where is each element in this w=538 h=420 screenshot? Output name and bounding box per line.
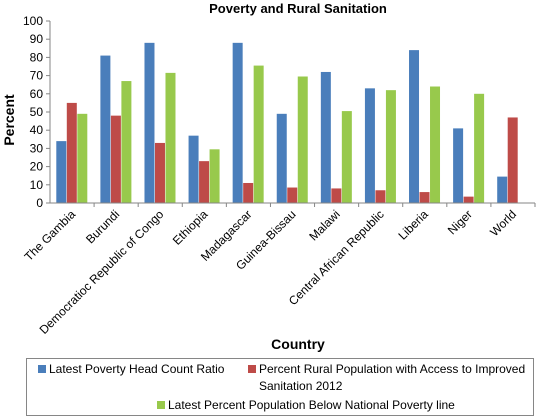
bar-series-3-guinea-bissau [297, 76, 308, 203]
y-tick-label: 80 [30, 50, 44, 64]
bar-series-1-world [497, 176, 508, 203]
y-tick-labels: 0 10 20 30 40 50 60 70 80 90 100 [23, 14, 43, 210]
y-tick-label: 90 [30, 32, 44, 46]
bar-series-3-madagascar [253, 65, 264, 203]
bar-series-3-malawi [341, 111, 352, 203]
bar-series-3-liberia [430, 86, 441, 203]
bar-series-1-ethiopia [188, 135, 199, 203]
legend-swatch-series-2 [248, 365, 256, 373]
bar-series-1-democratioc-republic-of-congo [144, 42, 155, 204]
bar-series-2-the-gambia [66, 102, 77, 203]
bar-series-1-liberia [409, 50, 420, 204]
x-tick-label: Malawi [306, 207, 342, 243]
x-axis-label: Country [271, 336, 325, 352]
bar-series-3-democratioc-republic-of-congo [165, 72, 176, 204]
bar-series-2-madagascar [243, 182, 254, 203]
bar-series-1-niger [453, 128, 464, 203]
bar-series-2-malawi [331, 188, 342, 203]
bar-series-2-democratioc-republic-of-congo [154, 142, 165, 203]
legend-swatch-series-1 [38, 365, 46, 373]
y-tick-label: 60 [30, 87, 44, 101]
y-tick-label: 100 [23, 14, 43, 28]
y-tick-label: 50 [30, 105, 44, 119]
x-tick-label: Ethiopia [170, 207, 211, 248]
x-tick-label: World [487, 207, 519, 239]
y-tick-label: 0 [36, 196, 43, 210]
bar-series-2-guinea-bissau [287, 187, 298, 203]
y-tick-label: 70 [30, 69, 44, 83]
y-tick-label: 10 [30, 178, 44, 192]
x-tick-label: Burundi [83, 207, 122, 246]
y-tick-label: 40 [30, 123, 44, 137]
bar-series-1-burundi [100, 55, 111, 203]
x-tick-label: The Gambia [22, 207, 79, 264]
legend-label-series-2-line-1: Percent Rural Population with Access to … [259, 362, 526, 376]
y-axis-label: Percent [1, 94, 17, 146]
x-tick-label: Liberia [396, 207, 432, 243]
bar-series-1-the-gambia [56, 141, 67, 203]
axis-layer [46, 20, 536, 207]
y-tick-label: 20 [30, 160, 44, 174]
bar-series-2-ethiopia [199, 161, 210, 203]
bar-series-1-malawi [320, 71, 331, 204]
chart-title: Poverty and Rural Sanitation [209, 1, 387, 16]
x-tick-label: Niger [445, 207, 475, 237]
bar-series-2-liberia [419, 192, 430, 203]
y-tick-label: 30 [30, 141, 44, 155]
legend-label-series-3: Latest Percent Population Below National… [168, 398, 455, 412]
bar-series-3-burundi [121, 81, 132, 203]
bar-series-3-central-african-republic [385, 90, 396, 203]
bar-series-3-the-gambia [77, 113, 88, 203]
legend-label-series-1: Latest Poverty Head Count Ratio [49, 362, 225, 376]
bar-series-3-ethiopia [209, 149, 220, 203]
legend: Latest Poverty Head Count Ratio Percent … [26, 358, 534, 416]
bar-series-2-world [507, 117, 518, 203]
bar-series-1-guinea-bissau [276, 113, 287, 203]
bar-series-2-burundi [110, 115, 121, 203]
bar-series-3-niger [474, 93, 485, 203]
bar-series-1-central-african-republic [364, 88, 375, 203]
legend-label-series-2-line-2: Sanitation 2012 [259, 379, 343, 393]
bar-series-2-central-african-republic [375, 190, 386, 203]
legend-swatch-series-3 [157, 401, 165, 409]
bar-series-1-madagascar [232, 42, 243, 204]
bar-series-2-niger [463, 196, 474, 203]
bars-layer [56, 42, 518, 204]
